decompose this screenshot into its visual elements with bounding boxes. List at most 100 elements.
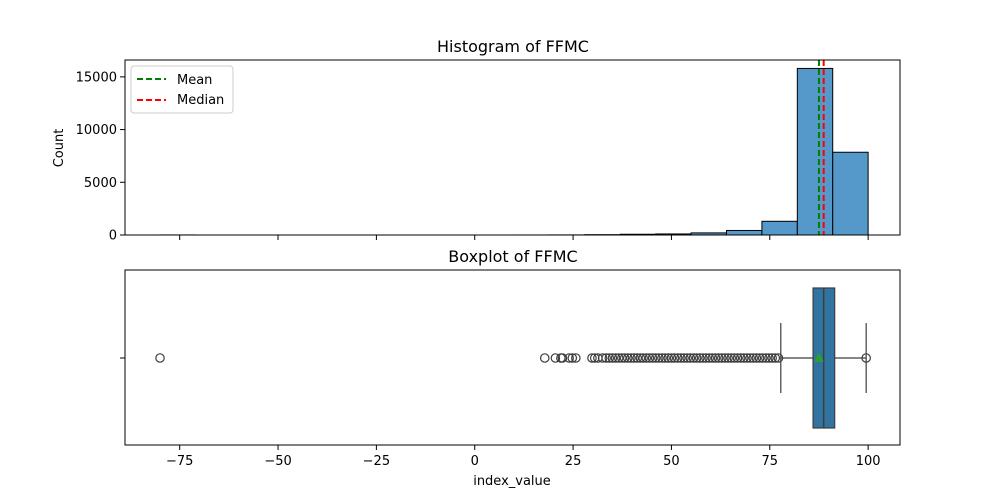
- mean-marker: [814, 352, 824, 362]
- outlier-point: [629, 353, 639, 363]
- legend-mean-label: Mean: [177, 73, 212, 88]
- outlier-point: [663, 353, 674, 363]
- outlier-point: [650, 353, 661, 363]
- outlier-point: [688, 353, 699, 363]
- outlier-point: [610, 353, 621, 363]
- histogram-x-ticks: [179, 235, 869, 240]
- outlier-point: [647, 353, 658, 363]
- legend-median-label: Median: [177, 93, 224, 108]
- outlier-point: [761, 353, 771, 363]
- boxplot-axes-frame: [124, 269, 901, 446]
- outlier-point: [613, 353, 624, 363]
- outlier-point: [726, 353, 737, 363]
- histogram-bar: [796, 67, 834, 236]
- outlier-point: [550, 353, 561, 363]
- boxplot-panel: Boxplot of FFMC −75 −50 −25 0 25 50 75 100 inde…: [120, 247, 901, 489]
- histogram-bars: [159, 67, 869, 236]
- outlier-point: [745, 353, 755, 363]
- histogram-stat-lines: [817, 60, 825, 235]
- outlier-point: [732, 353, 743, 363]
- outlier-point: [666, 353, 677, 363]
- outlier-point: [679, 353, 689, 363]
- outlier-point: [669, 353, 680, 363]
- histogram-y-tick-label: 15000: [76, 70, 117, 85]
- outlier-point: [676, 353, 686, 363]
- histogram-bar: [832, 151, 869, 236]
- outlier-point: [698, 353, 708, 363]
- outlier-point: [626, 353, 636, 363]
- histogram-y-label: Count: [52, 129, 67, 168]
- outlier-point: [694, 353, 705, 363]
- outlier-point: [742, 353, 752, 363]
- outlier-point: [754, 353, 765, 363]
- outlier-point: [751, 353, 762, 363]
- boxplot-body: [780, 287, 867, 429]
- outlier-point: [638, 353, 648, 363]
- outlier-point: [622, 353, 633, 363]
- outlier-point: [672, 353, 683, 363]
- boxplot-x-label: index_value: [473, 474, 551, 489]
- outlier-point: [632, 353, 643, 363]
- boxplot-x-tick-label: −50: [264, 454, 291, 469]
- histogram-y-tick-label: 10000: [76, 123, 117, 138]
- outlier-point: [660, 353, 670, 363]
- histogram-y-tick-label: 5000: [84, 176, 117, 191]
- histogram-axes-frame: [124, 59, 901, 236]
- outlier-point: [682, 353, 692, 363]
- boxplot-x-tick-label: 25: [565, 454, 582, 469]
- outlier-point: [739, 353, 749, 363]
- outlier-point: [604, 353, 615, 363]
- outlier-point: [685, 353, 696, 363]
- outlier-point: [601, 353, 611, 363]
- outlier-point: [635, 353, 646, 363]
- outlier-point: [764, 353, 774, 363]
- boxplot-x-tick-label: 75: [762, 454, 779, 469]
- outlier-point: [748, 353, 759, 363]
- outlier-point: [701, 353, 711, 363]
- outlier-point: [564, 353, 574, 363]
- outlier-point: [597, 353, 608, 363]
- outlier-point: [654, 353, 664, 363]
- histogram-y-ticks: 0 5000 10000 15000: [76, 70, 125, 244]
- outlier-point: [657, 353, 667, 363]
- outlier-point: [691, 353, 702, 363]
- boxplot-title: Boxplot of FFMC: [448, 247, 577, 266]
- outlier-point: [539, 353, 550, 363]
- outlier-point: [704, 353, 715, 363]
- outlier-point: [735, 353, 746, 363]
- histogram-y-tick-label: 0: [109, 229, 117, 244]
- histogram-legend: Mean Median: [130, 65, 234, 114]
- boxplot-x-tick-label: 0: [471, 454, 479, 469]
- outlier-point: [720, 353, 730, 363]
- outlier-point: [723, 353, 733, 363]
- outlier-point: [587, 353, 597, 363]
- outlier-point: [641, 353, 652, 363]
- outlier-point: [767, 353, 777, 363]
- histogram-title: Histogram of FFMC: [437, 37, 589, 56]
- histogram-panel: Histogram of FFMC Count 050001000015000 …: [52, 37, 901, 244]
- boxplot-x-tick-label: 100: [856, 454, 881, 469]
- outlier-point: [571, 353, 581, 363]
- outlier-point: [617, 353, 627, 363]
- outlier-point: [707, 353, 718, 363]
- outlier-point: [757, 353, 768, 363]
- histogram-bar: [726, 229, 763, 236]
- outlier-point: [619, 353, 630, 363]
- outlier-point: [710, 353, 721, 363]
- outlier-point: [155, 353, 165, 363]
- boxplot-outliers: [155, 353, 871, 363]
- outlier-point: [567, 353, 578, 363]
- histogram-bar: [761, 220, 798, 236]
- boxplot-x-tick-label: −75: [166, 454, 193, 469]
- boxplot-x-tick-label: 50: [663, 454, 680, 469]
- outlier-point: [716, 353, 727, 363]
- boxplot-x-ticks: −75 −50 −25 0 25 50 75 100: [166, 445, 881, 469]
- legend-frame: [130, 65, 234, 114]
- outlier-point: [644, 353, 655, 363]
- outlier-point: [729, 353, 740, 363]
- outlier-point: [557, 353, 568, 363]
- outlier-point: [713, 353, 724, 363]
- outlier-point: [607, 353, 618, 363]
